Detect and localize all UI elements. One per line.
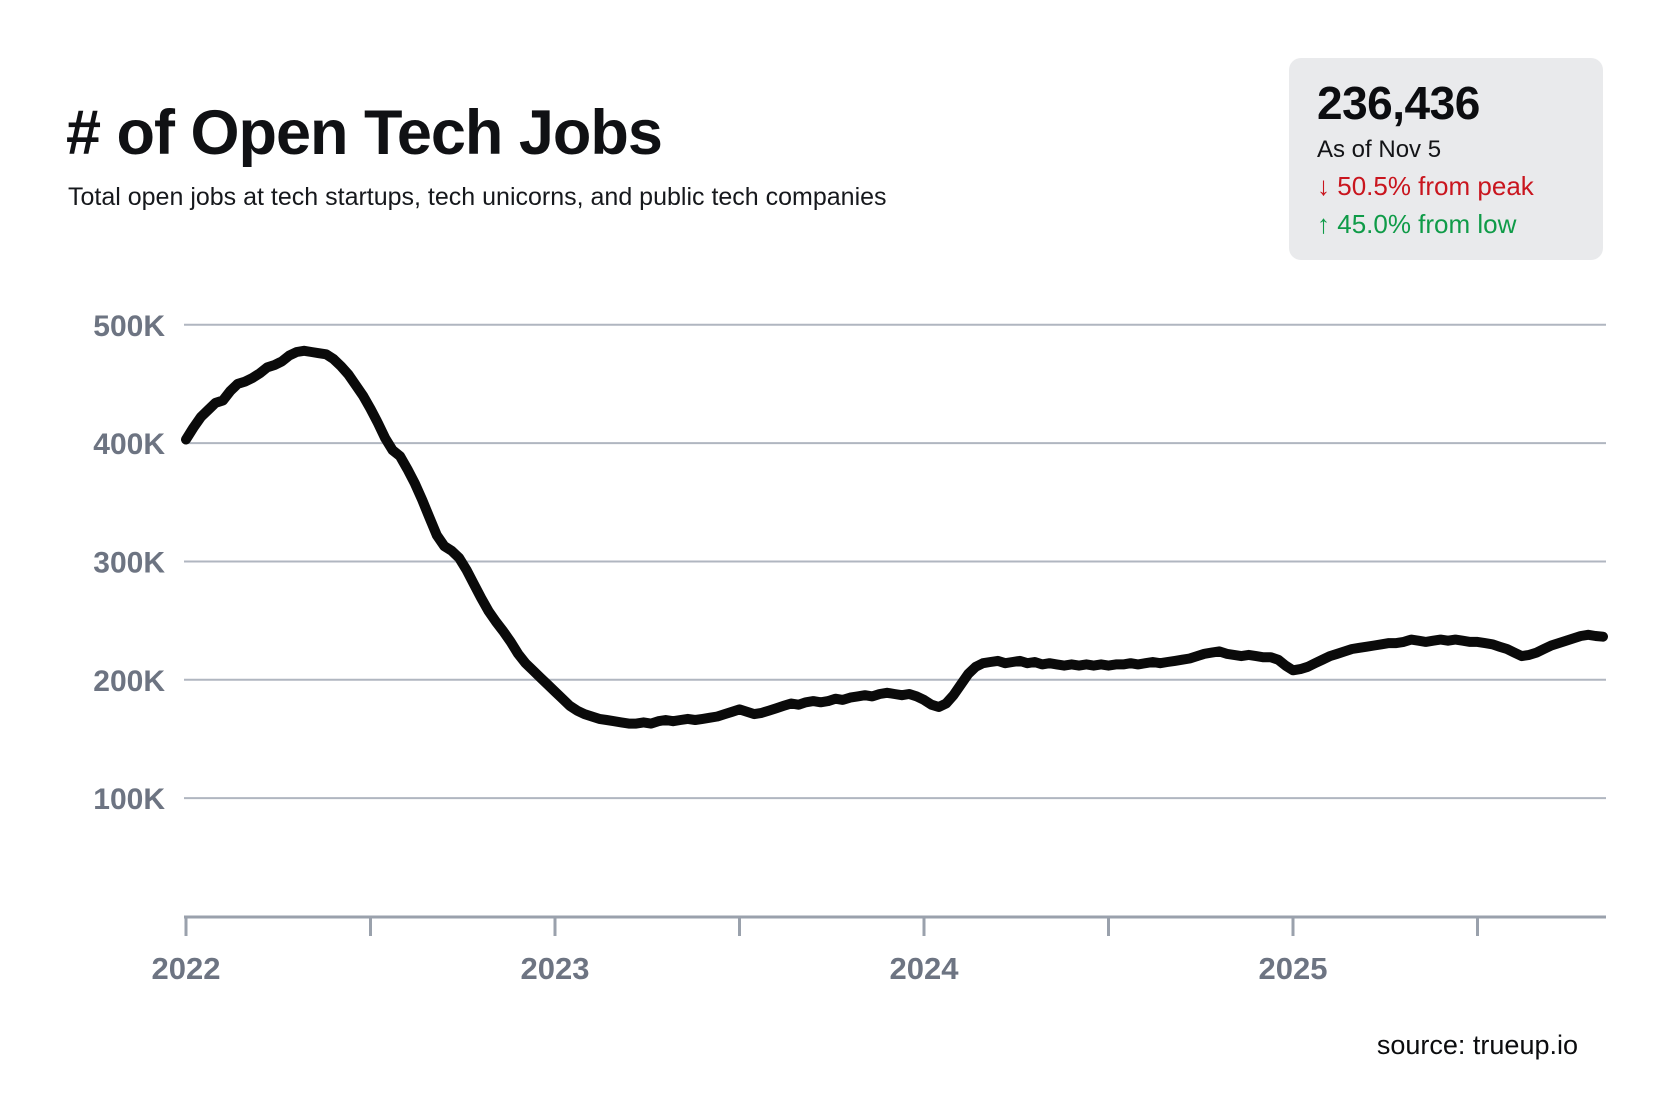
stats-card: 236,436 As of Nov 5 ↓ 50.5% from peak ↑ …: [1289, 58, 1603, 260]
y-axis-label: 400K: [93, 428, 165, 461]
y-axis-label: 500K: [93, 310, 165, 343]
y-axis-label: 300K: [93, 546, 165, 579]
source-attribution: source: trueup.io: [1376, 1030, 1578, 1060]
open-jobs-line: [181, 345, 1608, 729]
y-axis-label: 100K: [93, 783, 165, 816]
down-arrow-icon: ↓: [1317, 170, 1330, 201]
page-title: # of Open Tech Jobs: [66, 98, 663, 168]
peak-delta: ↓ 50.5% from peak: [1317, 171, 1593, 202]
x-axis-label: 2023: [521, 951, 590, 986]
as-of-date: As of Nov 5: [1317, 135, 1442, 163]
low-delta-label: 45.0% from low: [1337, 208, 1517, 239]
chart-subtitle: Total open jobs at tech startups, tech u…: [68, 183, 887, 211]
peak-delta-label: 50.5% from peak: [1337, 170, 1534, 201]
x-axis-label: 2025: [1259, 951, 1328, 986]
current-value: 236,436: [1317, 77, 1480, 129]
low-delta: ↑ 45.0% from low: [1317, 209, 1593, 240]
y-axis-label: 200K: [93, 665, 165, 698]
up-arrow-icon: ↑: [1317, 208, 1330, 239]
x-axis-label: 2024: [890, 951, 960, 986]
x-axis-label: 2022: [152, 951, 221, 986]
